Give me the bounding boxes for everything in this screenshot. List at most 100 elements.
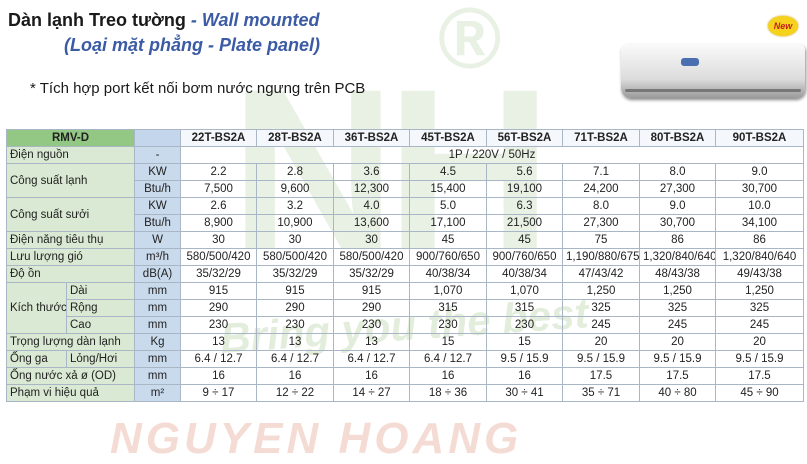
table-cell: 4.5 bbox=[409, 163, 487, 181]
table-cell: 16 bbox=[486, 367, 563, 385]
table-cell: 86 bbox=[715, 231, 804, 249]
row-label: Công suất lạnh bbox=[6, 163, 135, 198]
row-unit: Btu/h bbox=[134, 180, 181, 198]
table-cell: 9 ÷ 17 bbox=[180, 384, 257, 402]
table-cell: 86 bbox=[639, 231, 716, 249]
table-cell: 45 bbox=[409, 231, 487, 249]
table-cell: 8.0 bbox=[639, 163, 716, 181]
table-cell: 9.5 / 15.9 bbox=[562, 350, 640, 368]
table-cell: 1,320/840/640 bbox=[715, 248, 804, 266]
model-header: 36T-BS2A bbox=[333, 129, 410, 147]
row-label: Điện nguồn bbox=[6, 146, 135, 164]
table-cell: 290 bbox=[180, 299, 257, 317]
table-cell: 30 bbox=[180, 231, 257, 249]
table-cell: 20 bbox=[562, 333, 640, 351]
table-cell: 8.0 bbox=[562, 197, 640, 215]
row-label: Trọng lượng dàn lạnh bbox=[6, 333, 135, 351]
row-unit: m² bbox=[134, 384, 181, 402]
table-cell: 1,190/880/675 bbox=[562, 248, 640, 266]
table-cell: 290 bbox=[333, 299, 410, 317]
table-cell: 9.5 / 15.9 bbox=[639, 350, 716, 368]
row-sublabel: Lỏng/Hơi bbox=[66, 350, 135, 368]
table-cell: 2.2 bbox=[180, 163, 257, 181]
row-label: Phạm vi hiệu quả bbox=[6, 384, 135, 402]
table-cell: 16 bbox=[409, 367, 487, 385]
power-supply-value: 1P / 220V / 50Hz bbox=[180, 146, 804, 164]
table-cell: 6.4 / 12.7 bbox=[256, 350, 334, 368]
model-header: 45T-BS2A bbox=[409, 129, 487, 147]
table-cell: 915 bbox=[333, 282, 410, 300]
table-cell: 9.0 bbox=[715, 163, 804, 181]
table-row: Công suất lạnh KW 2.2 2.8 3.6 4.5 5.6 7.… bbox=[6, 163, 804, 198]
table-cell: 47/43/42 bbox=[562, 265, 640, 283]
table-cell: 30,700 bbox=[639, 214, 716, 232]
watermark-brand: NGUYEN HOANG bbox=[110, 414, 523, 463]
table-cell: 7.1 bbox=[562, 163, 640, 181]
table-cell: 20 bbox=[715, 333, 804, 351]
table-cell: 1,250 bbox=[639, 282, 716, 300]
row-label: Ống nước xả ø (OD) bbox=[6, 367, 135, 385]
table-cell: 27,300 bbox=[639, 180, 716, 198]
table-cell: 1,070 bbox=[486, 282, 563, 300]
model-header: 71T-BS2A bbox=[562, 129, 640, 147]
table-cell: 580/500/420 bbox=[180, 248, 257, 266]
row-unit: mm bbox=[134, 282, 181, 300]
page-title: Dàn lạnh Treo tường - Wall mounted bbox=[8, 10, 320, 31]
row-label: Lưu lượng gió bbox=[6, 248, 135, 266]
table-cell: 35 ÷ 71 bbox=[562, 384, 640, 402]
table-cell: 230 bbox=[486, 316, 563, 334]
row-unit: mm bbox=[134, 367, 181, 385]
table-row: Công suất sưởi KW 2.6 3.2 4.0 5.0 6.3 8.… bbox=[6, 197, 804, 232]
table-cell: 30 ÷ 41 bbox=[486, 384, 563, 402]
table-cell: 24,200 bbox=[562, 180, 640, 198]
model-header: 90T-BS2A bbox=[715, 129, 804, 147]
table-row: Kích thước Dài mm 915 915 915 1,070 1,07… bbox=[6, 282, 804, 334]
table-cell: 5.6 bbox=[486, 163, 563, 181]
table-cell: 10.0 bbox=[715, 197, 804, 215]
table-cell: 45 ÷ 90 bbox=[715, 384, 804, 402]
page-subtitle: (Loại mặt phẳng - Plate panel) bbox=[64, 35, 321, 55]
table-cell: 20 bbox=[639, 333, 716, 351]
table-cell: 12 ÷ 22 bbox=[256, 384, 334, 402]
table-cell: 10,900 bbox=[256, 214, 334, 232]
table-cell: 230 bbox=[256, 316, 334, 334]
table-cell: 245 bbox=[715, 316, 804, 334]
row-label: Điện năng tiêu thụ bbox=[6, 231, 135, 249]
table-cell: 315 bbox=[486, 299, 563, 317]
spec-table: RMV-D 22T-BS2A 28T-BS2A 36T-BS2A 45T-BS2… bbox=[6, 129, 804, 402]
model-header: 28T-BS2A bbox=[256, 129, 334, 147]
row-label: Độ ồn bbox=[6, 265, 135, 283]
table-cell: 900/760/650 bbox=[486, 248, 563, 266]
title-vietnamese: Dàn lạnh Treo tường bbox=[8, 10, 186, 30]
table-cell: 1,250 bbox=[715, 282, 804, 300]
row-unit: mm bbox=[134, 350, 181, 368]
row-sublabel: Rộng bbox=[66, 299, 135, 317]
table-cell: 9.5 / 15.9 bbox=[486, 350, 563, 368]
table-cell: 2.6 bbox=[180, 197, 257, 215]
table-row: Btu/h 8,900 10,900 13,600 17,100 21,500 … bbox=[7, 214, 804, 232]
table-row: Btu/h 7,500 9,600 12,300 15,400 19,100 2… bbox=[7, 180, 804, 198]
table-cell: 900/760/650 bbox=[409, 248, 487, 266]
table-row: Lưu lượng gió m³/h 580/500/420 580/500/4… bbox=[6, 248, 804, 266]
table-cell: 6.4 / 12.7 bbox=[409, 350, 487, 368]
table-cell: 16 bbox=[256, 367, 334, 385]
table-row: Ống ga Lỏng/Hơi mm 6.4 / 12.7 6.4 / 12.7… bbox=[6, 350, 804, 368]
air-vent bbox=[625, 89, 801, 92]
table-cell: 1,250 bbox=[562, 282, 640, 300]
table-cell: 34,100 bbox=[715, 214, 804, 232]
table-cell: 35/32/29 bbox=[333, 265, 410, 283]
table-cell: 580/500/420 bbox=[333, 248, 410, 266]
table-cell: 245 bbox=[562, 316, 640, 334]
table-cell: 27,300 bbox=[562, 214, 640, 232]
table-row: Rộng mm 290 290 290 315 315 325 325 325 bbox=[7, 299, 804, 317]
table-cell: 30 bbox=[256, 231, 334, 249]
table-cell: 915 bbox=[256, 282, 334, 300]
watermark-registered-mark: ® bbox=[438, 0, 502, 87]
table-cell: 5.0 bbox=[409, 197, 487, 215]
table-cell: 15 bbox=[486, 333, 563, 351]
table-cell: 17,100 bbox=[409, 214, 487, 232]
table-cell: 21,500 bbox=[486, 214, 563, 232]
row-unit: KW bbox=[134, 163, 181, 181]
table-cell: 6.4 / 12.7 bbox=[180, 350, 257, 368]
table-cell: 15 bbox=[409, 333, 487, 351]
